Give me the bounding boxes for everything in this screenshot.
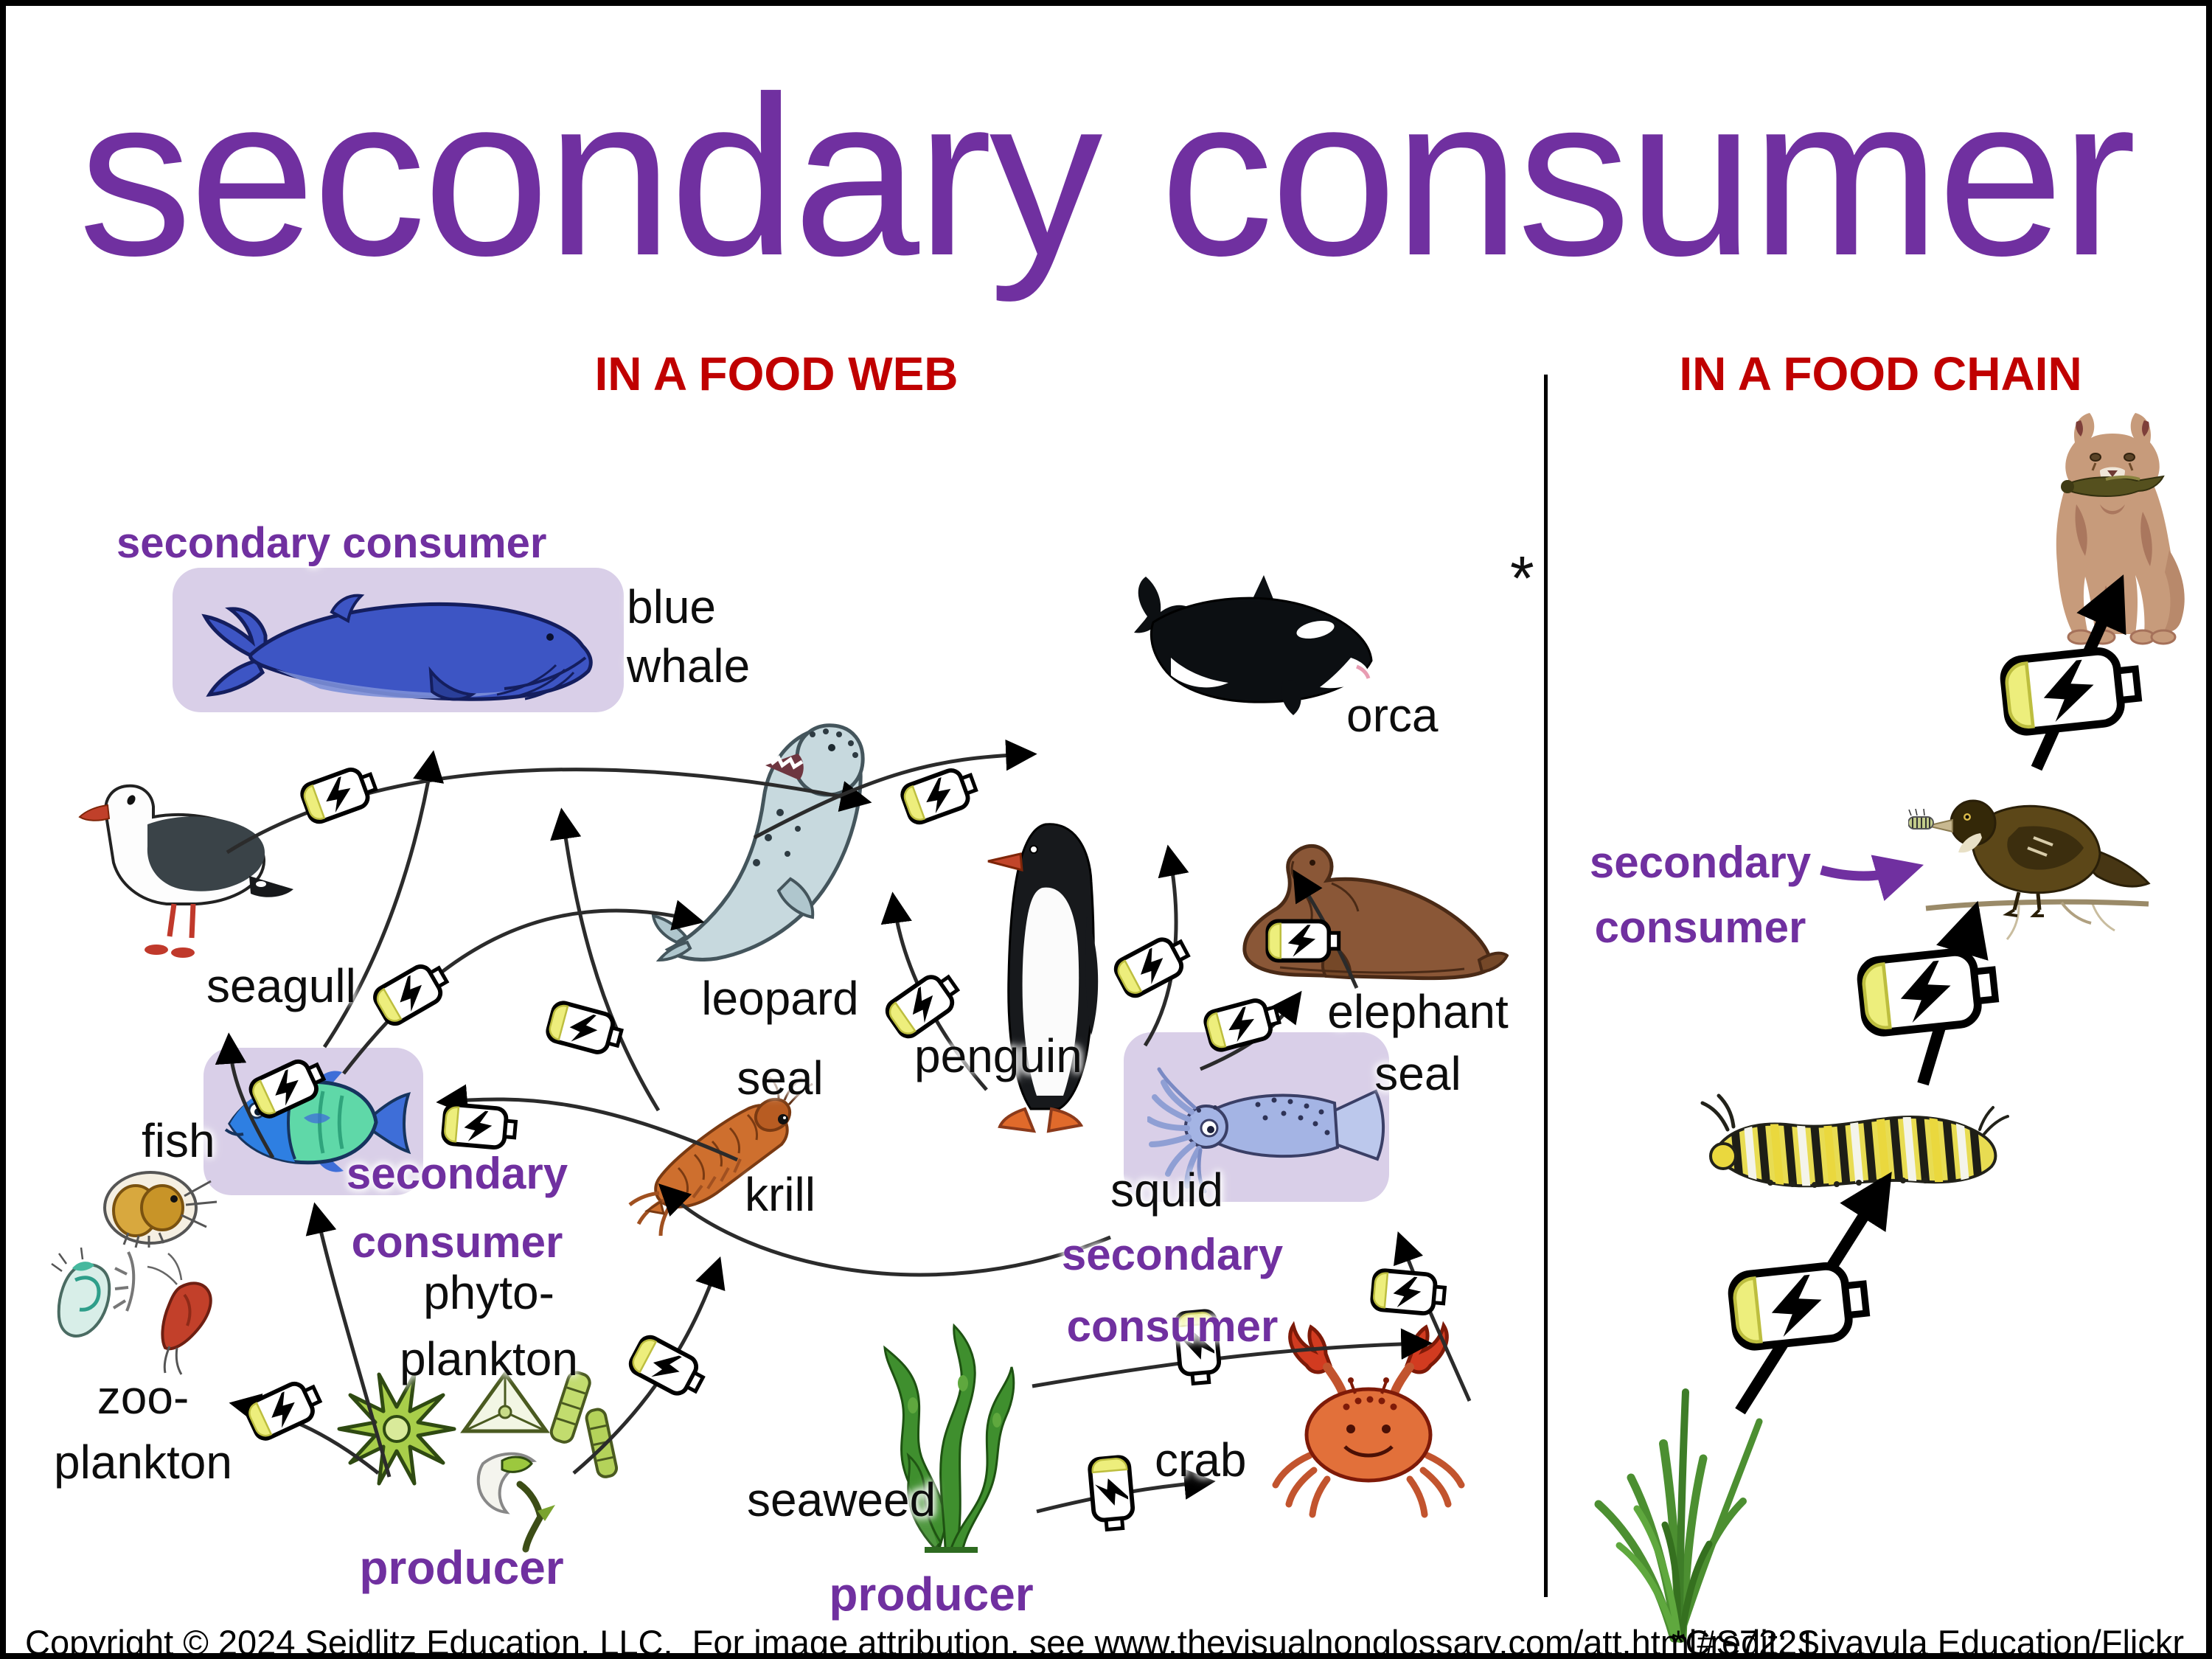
label-penguin: penguin <box>914 1029 1082 1082</box>
label-fish: fish <box>142 1114 215 1167</box>
label-elephant-seal: elephant seal <box>1327 985 1509 1100</box>
label-producer-seaweed: producer <box>829 1568 1034 1621</box>
caterpillar-image <box>1700 1093 2009 1188</box>
penguin-image <box>987 823 1099 1133</box>
credit-text: *Credit: Siyavula Education/Flickr <box>1672 1623 2184 1659</box>
label-squid: squid <box>1110 1164 1223 1217</box>
page-title: secondary consumer <box>78 49 2137 303</box>
food-chain-arrows <box>1735 574 2126 1415</box>
label-blue-whale: blue whale <box>627 580 751 692</box>
energy-battery-icons-chain <box>1731 647 2141 1349</box>
label-secondary-consumer-squid: secondary consumer <box>1061 1230 1284 1351</box>
label-zooplankton: zoo- plankton <box>54 1371 232 1489</box>
label-secondary-consumer-fish: secondary consumer <box>346 1149 568 1267</box>
zooplankton-image <box>51 1171 218 1375</box>
label-secondary-consumer-chain: secondary consumer <box>1589 838 1812 952</box>
label-seaweed: seaweed <box>747 1473 936 1526</box>
label-krill: krill <box>745 1168 815 1221</box>
orca-image <box>1134 575 1373 715</box>
seagull-image <box>78 784 293 958</box>
battery-energy-icon <box>299 763 380 824</box>
blue-whale-image <box>201 594 593 701</box>
label-crab: crab <box>1155 1433 1247 1486</box>
label-secondary-consumer-whale: secondary consumer <box>116 519 547 567</box>
grass-image <box>1594 1388 1763 1643</box>
bird-image <box>1908 799 2151 941</box>
elephant-seal-image <box>1242 844 1509 981</box>
phytoplankton-image <box>337 1370 619 1553</box>
footnote-asterisk: * <box>1510 543 1534 613</box>
secondary-consumer-pointer-arrow <box>1820 855 1924 901</box>
squid-image <box>1147 1067 1385 1194</box>
label-phytoplankton: phyto- plankton <box>400 1266 578 1385</box>
section-divider <box>1544 375 1548 1597</box>
leopard-seal-image <box>651 723 865 961</box>
food-chain-header: IN A FOOD CHAIN <box>1679 347 2082 400</box>
food-web-header: IN A FOOD WEB <box>594 347 959 400</box>
label-orca: orca <box>1346 689 1439 742</box>
seaweed-image <box>883 1323 1015 1553</box>
mountain-lion-image <box>2056 413 2185 645</box>
label-seagull: seagull <box>206 959 356 1012</box>
label-producer-phytoplankton: producer <box>359 1541 564 1594</box>
copyright-text: Copyright © 2024 Seidlitz Education, LLC… <box>25 1623 1817 1659</box>
label-leopard-seal: leopard seal <box>701 972 859 1105</box>
